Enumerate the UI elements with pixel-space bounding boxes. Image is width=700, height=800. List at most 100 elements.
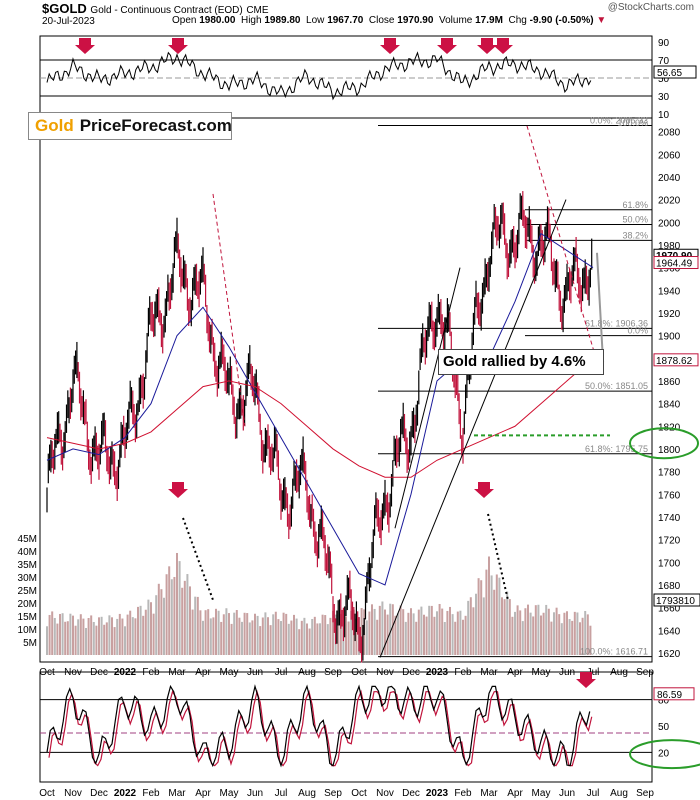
volume-last-box: [653, 593, 700, 607]
volume-bar: [360, 608, 363, 655]
x-axis-label: Oct: [351, 788, 367, 799]
x-axis-label: Apr: [195, 667, 211, 678]
x-axis-label: Jun: [559, 788, 575, 799]
volume-bar: [287, 623, 290, 655]
x-axis-label: Sep: [324, 667, 342, 678]
date-label: 20-Jul-2023: [42, 16, 95, 27]
volume-value: 17.9M: [475, 15, 503, 26]
volume-bar: [573, 611, 576, 655]
volume-bar: [217, 610, 220, 655]
volume-bar: [436, 611, 438, 655]
high-value: 1989.80: [264, 15, 301, 26]
volume-bar: [428, 605, 431, 655]
x-axis-label: May: [532, 788, 551, 799]
volume-bar: [64, 621, 67, 655]
volume-bar: [540, 615, 542, 655]
volume-bar: [420, 606, 423, 655]
x-axis-label: Dec: [402, 667, 420, 678]
volume-bar: [488, 556, 490, 655]
price-tick-label: 2040: [658, 173, 681, 184]
volume-bar: [181, 587, 184, 655]
volume-bar: [404, 621, 407, 655]
rsi-tick-label: 50: [658, 74, 670, 85]
volume-bar: [264, 612, 267, 655]
volume-bar: [443, 621, 446, 655]
price-tick-label: 1780: [658, 468, 681, 479]
fibonacci-label: 50.0%: 1851.05: [585, 381, 648, 391]
volume-bar: [178, 561, 181, 655]
volume-bar: [449, 606, 451, 655]
down-arrow-icon: [75, 38, 95, 54]
volume-bar: [269, 625, 272, 655]
volume-bar: [173, 576, 176, 655]
price-tick-label: 1740: [658, 513, 681, 524]
down-arrow-icon: [380, 38, 400, 54]
logo-rest: PriceForecast.com: [79, 116, 232, 135]
volume-bar: [319, 623, 321, 655]
x-axis-label: Jul: [275, 788, 288, 799]
volume-bar: [72, 615, 74, 655]
volume-bar: [571, 620, 574, 655]
volume-bar: [527, 604, 529, 655]
volume-bar: [152, 613, 155, 655]
x-axis-label: Mar: [168, 667, 186, 678]
x-axis-label: Jul: [587, 667, 600, 678]
volume-bar: [425, 616, 428, 655]
volume-bar: [259, 626, 262, 655]
volume-tick-label: 25M: [18, 586, 37, 597]
volume-bar: [108, 615, 111, 655]
x-axis-label: May: [220, 667, 239, 678]
x-axis-label: Jun: [247, 788, 263, 799]
volume-bar: [381, 601, 384, 655]
volume-bar: [501, 597, 503, 655]
x-axis-label: Mar: [168, 788, 186, 799]
volume-bar: [134, 618, 137, 655]
volume-bar: [131, 617, 134, 655]
chg-label: Chg: [508, 15, 527, 26]
chg-value: -9.90 (-0.50%): [529, 15, 594, 26]
low-value: 1967.70: [327, 15, 364, 26]
volume-bar: [511, 616, 514, 655]
watermark: @StockCharts.com: [607, 2, 694, 13]
volume-bar: [118, 613, 121, 655]
volume-bar: [256, 615, 259, 655]
x-axis-label: Feb: [454, 667, 472, 678]
volume-bar: [368, 611, 371, 655]
price-marker-box: [653, 256, 699, 270]
volume-bar: [191, 609, 194, 655]
volume-bar: [261, 617, 264, 655]
down-triangle-icon: ▼: [596, 15, 607, 26]
volume-bar: [542, 612, 545, 655]
volume-bar: [477, 578, 480, 655]
high-label: High: [240, 15, 262, 26]
fibonacci-label: 38.2%: [622, 230, 648, 240]
stochastic-tick-label: 80: [658, 696, 670, 707]
volume-bar: [142, 615, 145, 655]
volume-bar: [105, 622, 108, 655]
volume-bar: [186, 574, 189, 655]
volume-bar: [532, 616, 535, 655]
volume-bar: [355, 618, 358, 655]
x-axis-label: Nov: [376, 667, 394, 678]
volume-bar: [412, 613, 415, 655]
volume-bar: [274, 611, 277, 655]
ma200-line: [46, 357, 594, 478]
stochastic-panel-frame: [39, 671, 653, 783]
x-axis-label: Sep: [636, 667, 654, 678]
volume-bar: [493, 589, 496, 655]
volume-tick-label: 20M: [18, 599, 37, 610]
x-axis-label: May: [532, 667, 551, 678]
x-axis-label: Nov: [64, 667, 82, 678]
volume-tick-label: 5M: [23, 638, 37, 649]
volume-bar: [189, 586, 191, 655]
x-axis-label: Dec: [402, 788, 420, 799]
rsi-last-box: [653, 65, 697, 79]
volume-bar: [48, 614, 51, 655]
open-value: 1980.00: [199, 15, 236, 26]
volume-bar: [251, 620, 254, 655]
volume-bar: [183, 580, 186, 655]
volume-bar: [207, 609, 210, 655]
rsi-tick-label: 10: [658, 110, 670, 121]
volume-bar: [124, 626, 126, 655]
volume-bar: [417, 609, 420, 655]
